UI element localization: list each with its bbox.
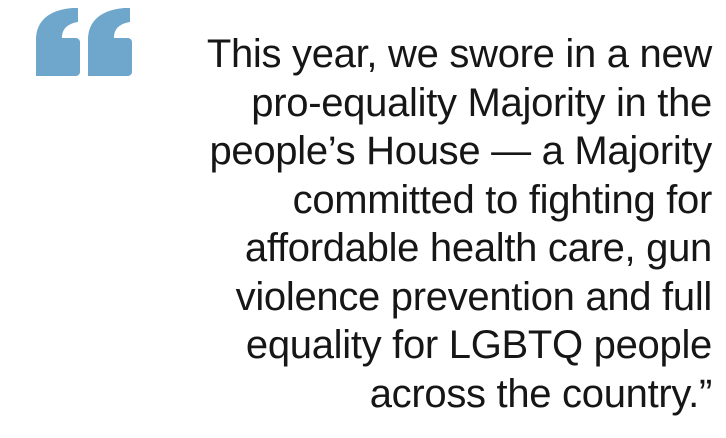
quote-line: pro-equality Majority in the	[251, 80, 712, 125]
quote-line: equality for LGBTQ people	[245, 323, 712, 367]
quote-line: people’s House — a Majority	[209, 129, 712, 173]
quote-line: across the country.”	[369, 371, 713, 416]
quote-text: This year, we swore in a new pro-equality…	[112, 30, 712, 418]
quote-icon	[36, 8, 132, 76]
quote-line: violence prevention and full	[235, 274, 713, 319]
quote-glyph-left	[36, 8, 80, 76]
quote-glyph-right	[88, 8, 132, 76]
quote-line: This year, we swore in a new	[206, 32, 712, 76]
quote-line: affordable health care, gun	[244, 226, 712, 270]
quote-line: committed to fighting for	[292, 177, 713, 222]
